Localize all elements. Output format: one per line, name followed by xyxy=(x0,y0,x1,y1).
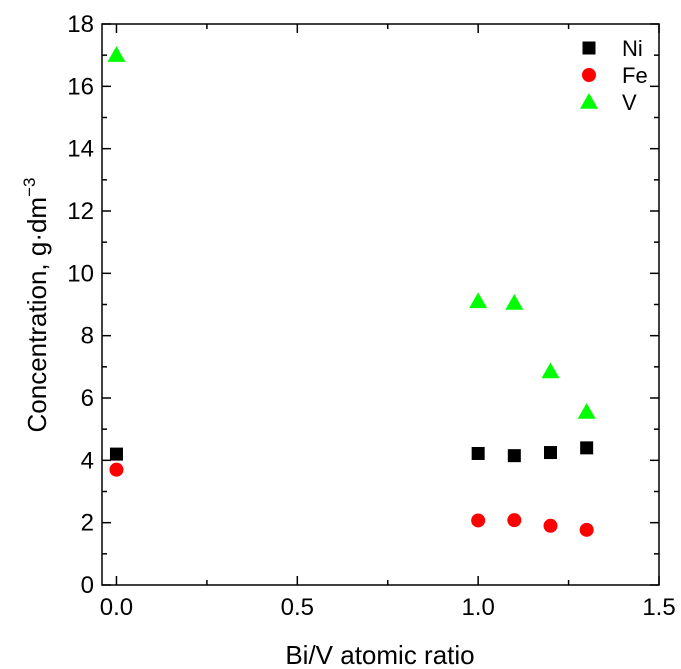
plot-frame xyxy=(101,23,660,586)
legend-marker-v xyxy=(580,93,598,109)
data-point-v xyxy=(505,293,524,310)
y-tick-label: 14 xyxy=(67,136,94,163)
x-tick-label: 1.0 xyxy=(461,594,494,621)
y-tick-label: 4 xyxy=(81,447,94,474)
y-tick-label: 2 xyxy=(81,510,94,537)
data-point-fe xyxy=(543,518,558,533)
data-point-v xyxy=(107,46,126,62)
data-point-v xyxy=(469,292,488,309)
data-point-ni xyxy=(471,446,485,460)
data-markers xyxy=(107,46,596,537)
data-point-ni xyxy=(580,441,594,455)
x-tick-label: 0.5 xyxy=(281,594,314,621)
legend-marker-fe xyxy=(582,68,596,82)
y-tick-label: 10 xyxy=(67,260,94,287)
data-point-fe xyxy=(109,462,124,477)
legend-label-fe: Fe xyxy=(622,63,648,88)
legend-marker-ni xyxy=(582,41,596,55)
legend-label-ni: Ni xyxy=(622,36,643,61)
data-point-fe xyxy=(507,513,522,528)
x-tick-label: 0.0 xyxy=(100,594,133,621)
data-point-ni xyxy=(543,446,557,460)
y-axis-title: Concentration, g·dm−3 xyxy=(20,178,52,433)
y-tick-label: 8 xyxy=(81,323,94,350)
data-point-v xyxy=(541,362,560,379)
data-point-v xyxy=(577,403,596,419)
axis-ticks xyxy=(102,23,660,586)
y-axis-title-superscript: −3 xyxy=(20,178,39,197)
y-tick-label: 16 xyxy=(67,73,94,100)
y-tick-label: 18 xyxy=(67,11,94,38)
y-tick-label: 0 xyxy=(81,572,94,599)
data-point-ni xyxy=(507,449,521,463)
data-point-ni xyxy=(109,447,123,461)
data-point-fe xyxy=(579,522,594,537)
y-axis-title-main: Concentration, g·dm xyxy=(22,197,52,433)
x-axis-title: Bi/V atomic ratio xyxy=(285,640,474,669)
data-point-fe xyxy=(471,513,486,528)
y-tick-label: 6 xyxy=(81,385,94,412)
legend-label-v: V xyxy=(622,90,637,115)
tick-labels: 0.0 0.5 1.0 1.5 0 2 4 6 8 10 12 14 16 18 xyxy=(67,11,675,621)
x-tick-label: 1.5 xyxy=(642,594,675,621)
y-tick-label: 12 xyxy=(67,198,94,225)
